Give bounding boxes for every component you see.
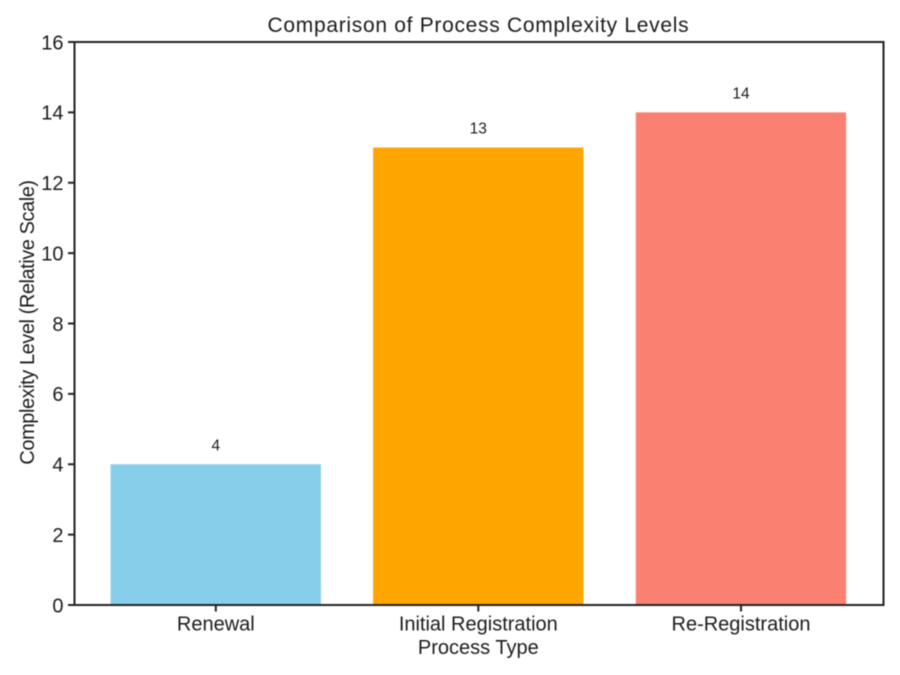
svg-text:Complexity Level (Relative Sca: Complexity Level (Relative Scale)	[17, 180, 39, 464]
svg-text:12: 12	[41, 173, 63, 195]
svg-text:16: 16	[41, 32, 63, 54]
svg-text:Initial Registration: Initial Registration	[399, 614, 558, 636]
svg-text:4: 4	[211, 438, 220, 455]
svg-text:0: 0	[52, 595, 63, 617]
svg-text:13: 13	[470, 121, 487, 138]
svg-text:Process Type: Process Type	[418, 637, 539, 659]
svg-text:8: 8	[52, 314, 63, 336]
svg-text:2: 2	[52, 525, 63, 547]
svg-text:4: 4	[52, 455, 63, 477]
svg-text:10: 10	[41, 243, 63, 265]
svg-text:14: 14	[41, 103, 63, 125]
svg-text:Renewal: Renewal	[177, 614, 255, 636]
svg-text:14: 14	[732, 85, 750, 102]
svg-text:Re-Registration: Re-Registration	[672, 614, 811, 636]
svg-text:Comparison of Process Complexi: Comparison of Process Complexity Levels	[268, 14, 690, 37]
svg-text:6: 6	[52, 384, 63, 406]
